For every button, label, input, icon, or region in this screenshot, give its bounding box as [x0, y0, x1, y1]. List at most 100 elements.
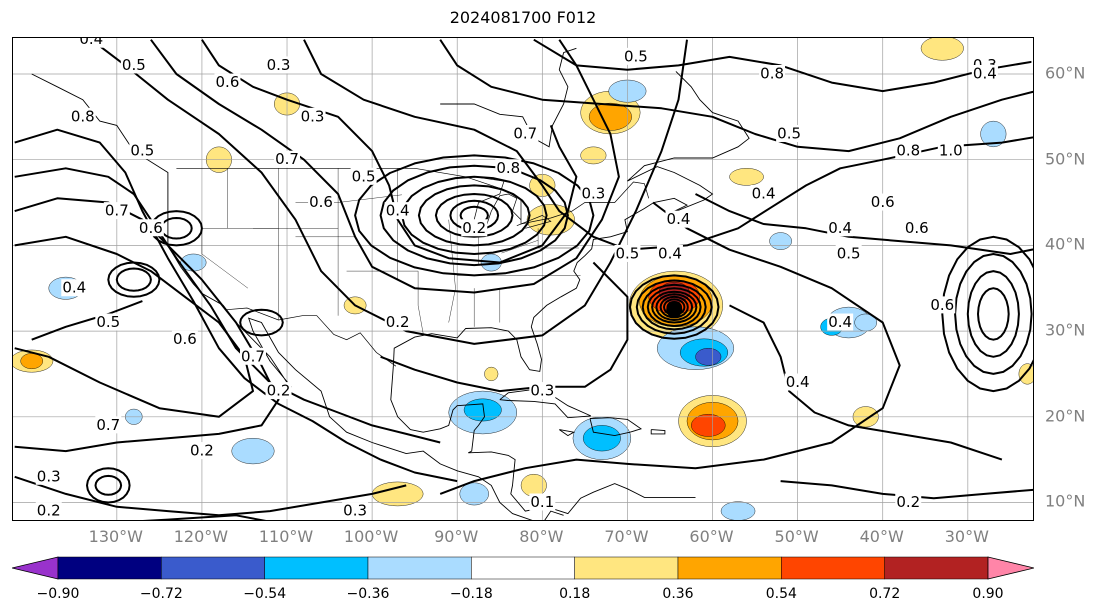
- contour-label-bg: [78, 38, 105, 48]
- contour-label: 0.5: [837, 244, 861, 262]
- contour-label-bg: [529, 382, 556, 400]
- colorbar-bin: [884, 556, 989, 580]
- contour-line: [655, 293, 694, 321]
- contour-label: 0.5: [122, 56, 146, 74]
- longitude-tick-label: 70°W: [604, 527, 649, 546]
- contour-line: [954, 253, 1033, 375]
- contour-label-bg: [937, 142, 964, 160]
- anomaly-patch: [691, 414, 726, 437]
- contour-line: [14, 475, 407, 517]
- latitude-tick-label: 50°N: [1045, 149, 1086, 169]
- contour-label: 0.4: [667, 210, 691, 228]
- colorbar-bin: [57, 556, 162, 580]
- contour-line: [629, 274, 720, 340]
- map-panel: 0.4 0.5 0.6 0.3 0.3 0.8 0.5 0.7 0.6 0.5 0.4 0.7 0.6 0…: [12, 37, 1034, 521]
- us-mexico-border: [226, 307, 397, 367]
- contour-line: [14, 235, 254, 418]
- contour-label: 0.5: [352, 167, 376, 185]
- contour-line: [941, 235, 1033, 393]
- contour-line: [695, 193, 1033, 255]
- contour-label-bg: [827, 219, 854, 237]
- contour-label: 0.5: [624, 47, 648, 65]
- anomaly-patch: [920, 38, 964, 61]
- contour-label-bg: [95, 416, 122, 434]
- contour-line: [354, 154, 595, 277]
- contour-label: 0.2: [267, 382, 291, 400]
- contour-label: 0.2: [190, 442, 214, 460]
- contour-line: [14, 167, 441, 444]
- contour-label-bg: [461, 219, 488, 237]
- atlantic-coastline: [392, 71, 750, 372]
- contour-label: 0.4: [386, 202, 410, 220]
- colorbar-extend-high: [987, 556, 1034, 580]
- contour-label: 0.6: [930, 296, 954, 314]
- contour-line: [142, 514, 267, 520]
- cuba-outline: [499, 388, 591, 419]
- contour-line: [439, 201, 901, 495]
- colorbar-bin: [471, 556, 575, 580]
- contour-label: 0.6: [173, 330, 197, 348]
- contour-label: 0.3: [37, 467, 61, 485]
- contour-label-bg: [308, 193, 335, 211]
- contour-label: 0.2: [462, 219, 486, 237]
- hispaniola-outline: [589, 417, 643, 437]
- colorbar-tick-label: 0.90: [972, 586, 1004, 602]
- anomaly-patch: [695, 348, 722, 366]
- longitude-tick-label: 50°W: [774, 527, 819, 546]
- latitude-tick-label: 60°N: [1045, 63, 1086, 83]
- anomaly-patch: [980, 120, 1007, 148]
- contour-label: 0.7: [1032, 56, 1034, 74]
- colorbar-bin: [161, 556, 265, 580]
- longitude-tick-label: 130°W: [88, 527, 143, 546]
- contour-label-bg: [835, 244, 862, 262]
- contour-label-bg: [350, 167, 377, 185]
- contour-label-bg: [171, 330, 198, 348]
- state-border: [201, 228, 249, 289]
- contour-label: 0.6: [905, 219, 929, 237]
- contour-label-bg: [299, 107, 326, 125]
- contour-label-bg: [622, 47, 649, 65]
- contour-label: 0.4: [752, 184, 776, 202]
- contour-label: 0.8: [760, 64, 784, 82]
- colorbar-bin: [781, 556, 885, 580]
- contour-label-bg: [214, 73, 241, 91]
- contour-label-bg: [120, 56, 147, 74]
- colorbar-tick-label: 0.54: [765, 586, 797, 602]
- contour-label: 0.8: [896, 142, 920, 160]
- longitude-tick-label: 60°W: [689, 527, 734, 546]
- contour-line: [90, 38, 688, 345]
- contour-label-bg: [239, 347, 266, 365]
- contour-label: 0.6: [216, 73, 240, 91]
- anomaly-patch: [463, 398, 502, 422]
- contour-line: [160, 217, 193, 240]
- contour-label: 0.1: [530, 493, 554, 511]
- contour-label: 0.4: [828, 313, 852, 331]
- contour-line: [380, 261, 629, 393]
- contour-label: 0.5: [130, 142, 154, 160]
- contour-label: 0.7: [275, 150, 299, 168]
- colorbar-tick-label: −0.90: [36, 586, 80, 602]
- contour-line: [641, 283, 707, 331]
- contour-label-bg: [274, 150, 301, 168]
- contour-label: 1.0: [939, 142, 963, 160]
- state-border: [501, 240, 539, 254]
- contour-label-bg: [580, 184, 607, 202]
- colorbar-bin: [677, 556, 782, 580]
- contour-label: 0.7: [105, 202, 129, 220]
- contour-label: 0.4: [79, 38, 103, 48]
- contour-line: [94, 474, 123, 496]
- anomaly-patch: [231, 438, 275, 465]
- contour-line: [651, 290, 698, 324]
- colorbar-extend-low: [12, 556, 59, 580]
- puerto-rico-outline: [650, 429, 666, 435]
- contour-line: [86, 467, 131, 504]
- contour-label-bg: [895, 142, 922, 160]
- anomaly-patch: [1018, 363, 1033, 385]
- contour-label: 0.4: [828, 219, 852, 237]
- graticule-grid: [13, 38, 1033, 520]
- longitude-tick-label: 120°W: [173, 527, 229, 546]
- contour-line: [115, 267, 152, 292]
- colorbar-tick-label: 0.18: [559, 586, 591, 602]
- anomaly-patch: [459, 482, 489, 506]
- contour-label: 0.4: [786, 373, 810, 391]
